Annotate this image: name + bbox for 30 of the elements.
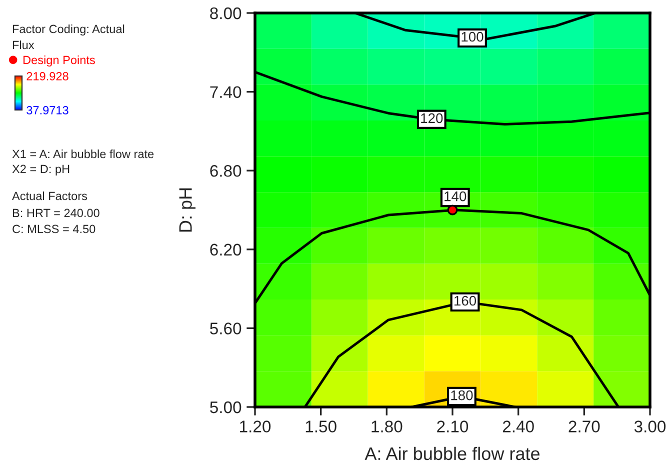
text: C: MLSS = 4.50 bbox=[12, 224, 96, 234]
x-tick-label: 2.10 bbox=[437, 420, 468, 432]
x-tick-label: 1.50 bbox=[306, 420, 336, 432]
text: Factor Coding: Actual bbox=[12, 24, 124, 36]
color-bar-label: 219.928 bbox=[26, 72, 68, 80]
y-tick-label: 5.00 bbox=[210, 401, 242, 414]
x-tick-label: 2.40 bbox=[502, 420, 534, 432]
y-tick-label: 7.40 bbox=[210, 86, 242, 98]
x-tick-label: 3.00 bbox=[634, 420, 666, 432]
text: X1 = A: Air bubble flow rate bbox=[12, 150, 154, 158]
annotation: 160 bbox=[454, 296, 476, 306]
x-tick-label: 1.80 bbox=[372, 420, 402, 432]
text: Actual Factors bbox=[12, 191, 88, 200]
text: B: HRT = 240.00 bbox=[12, 208, 100, 218]
annotation: 180 bbox=[451, 390, 473, 400]
y-tick-label: 6.80 bbox=[210, 165, 242, 177]
y-tick-label: 8.00 bbox=[210, 7, 242, 20]
annotation: 100 bbox=[462, 32, 484, 42]
x-tick-label: 2.70 bbox=[568, 420, 600, 432]
x-tick-label: 1.20 bbox=[240, 420, 271, 432]
y-tick-label: 6.20 bbox=[210, 244, 242, 256]
y-tick-label: 5.60 bbox=[210, 322, 242, 334]
annotation: 140 bbox=[444, 191, 466, 202]
color-bar-title: Flux bbox=[12, 40, 34, 50]
x-axis-title: A: Air bubble flow rate bbox=[364, 446, 540, 460]
text: X2 = D: pH bbox=[12, 164, 70, 176]
annotation: 120 bbox=[421, 113, 443, 124]
legend-label: Design Points bbox=[23, 56, 95, 66]
color-bar-label: 37.9713 bbox=[26, 106, 68, 114]
y-axis-title: D: pH bbox=[179, 188, 196, 232]
